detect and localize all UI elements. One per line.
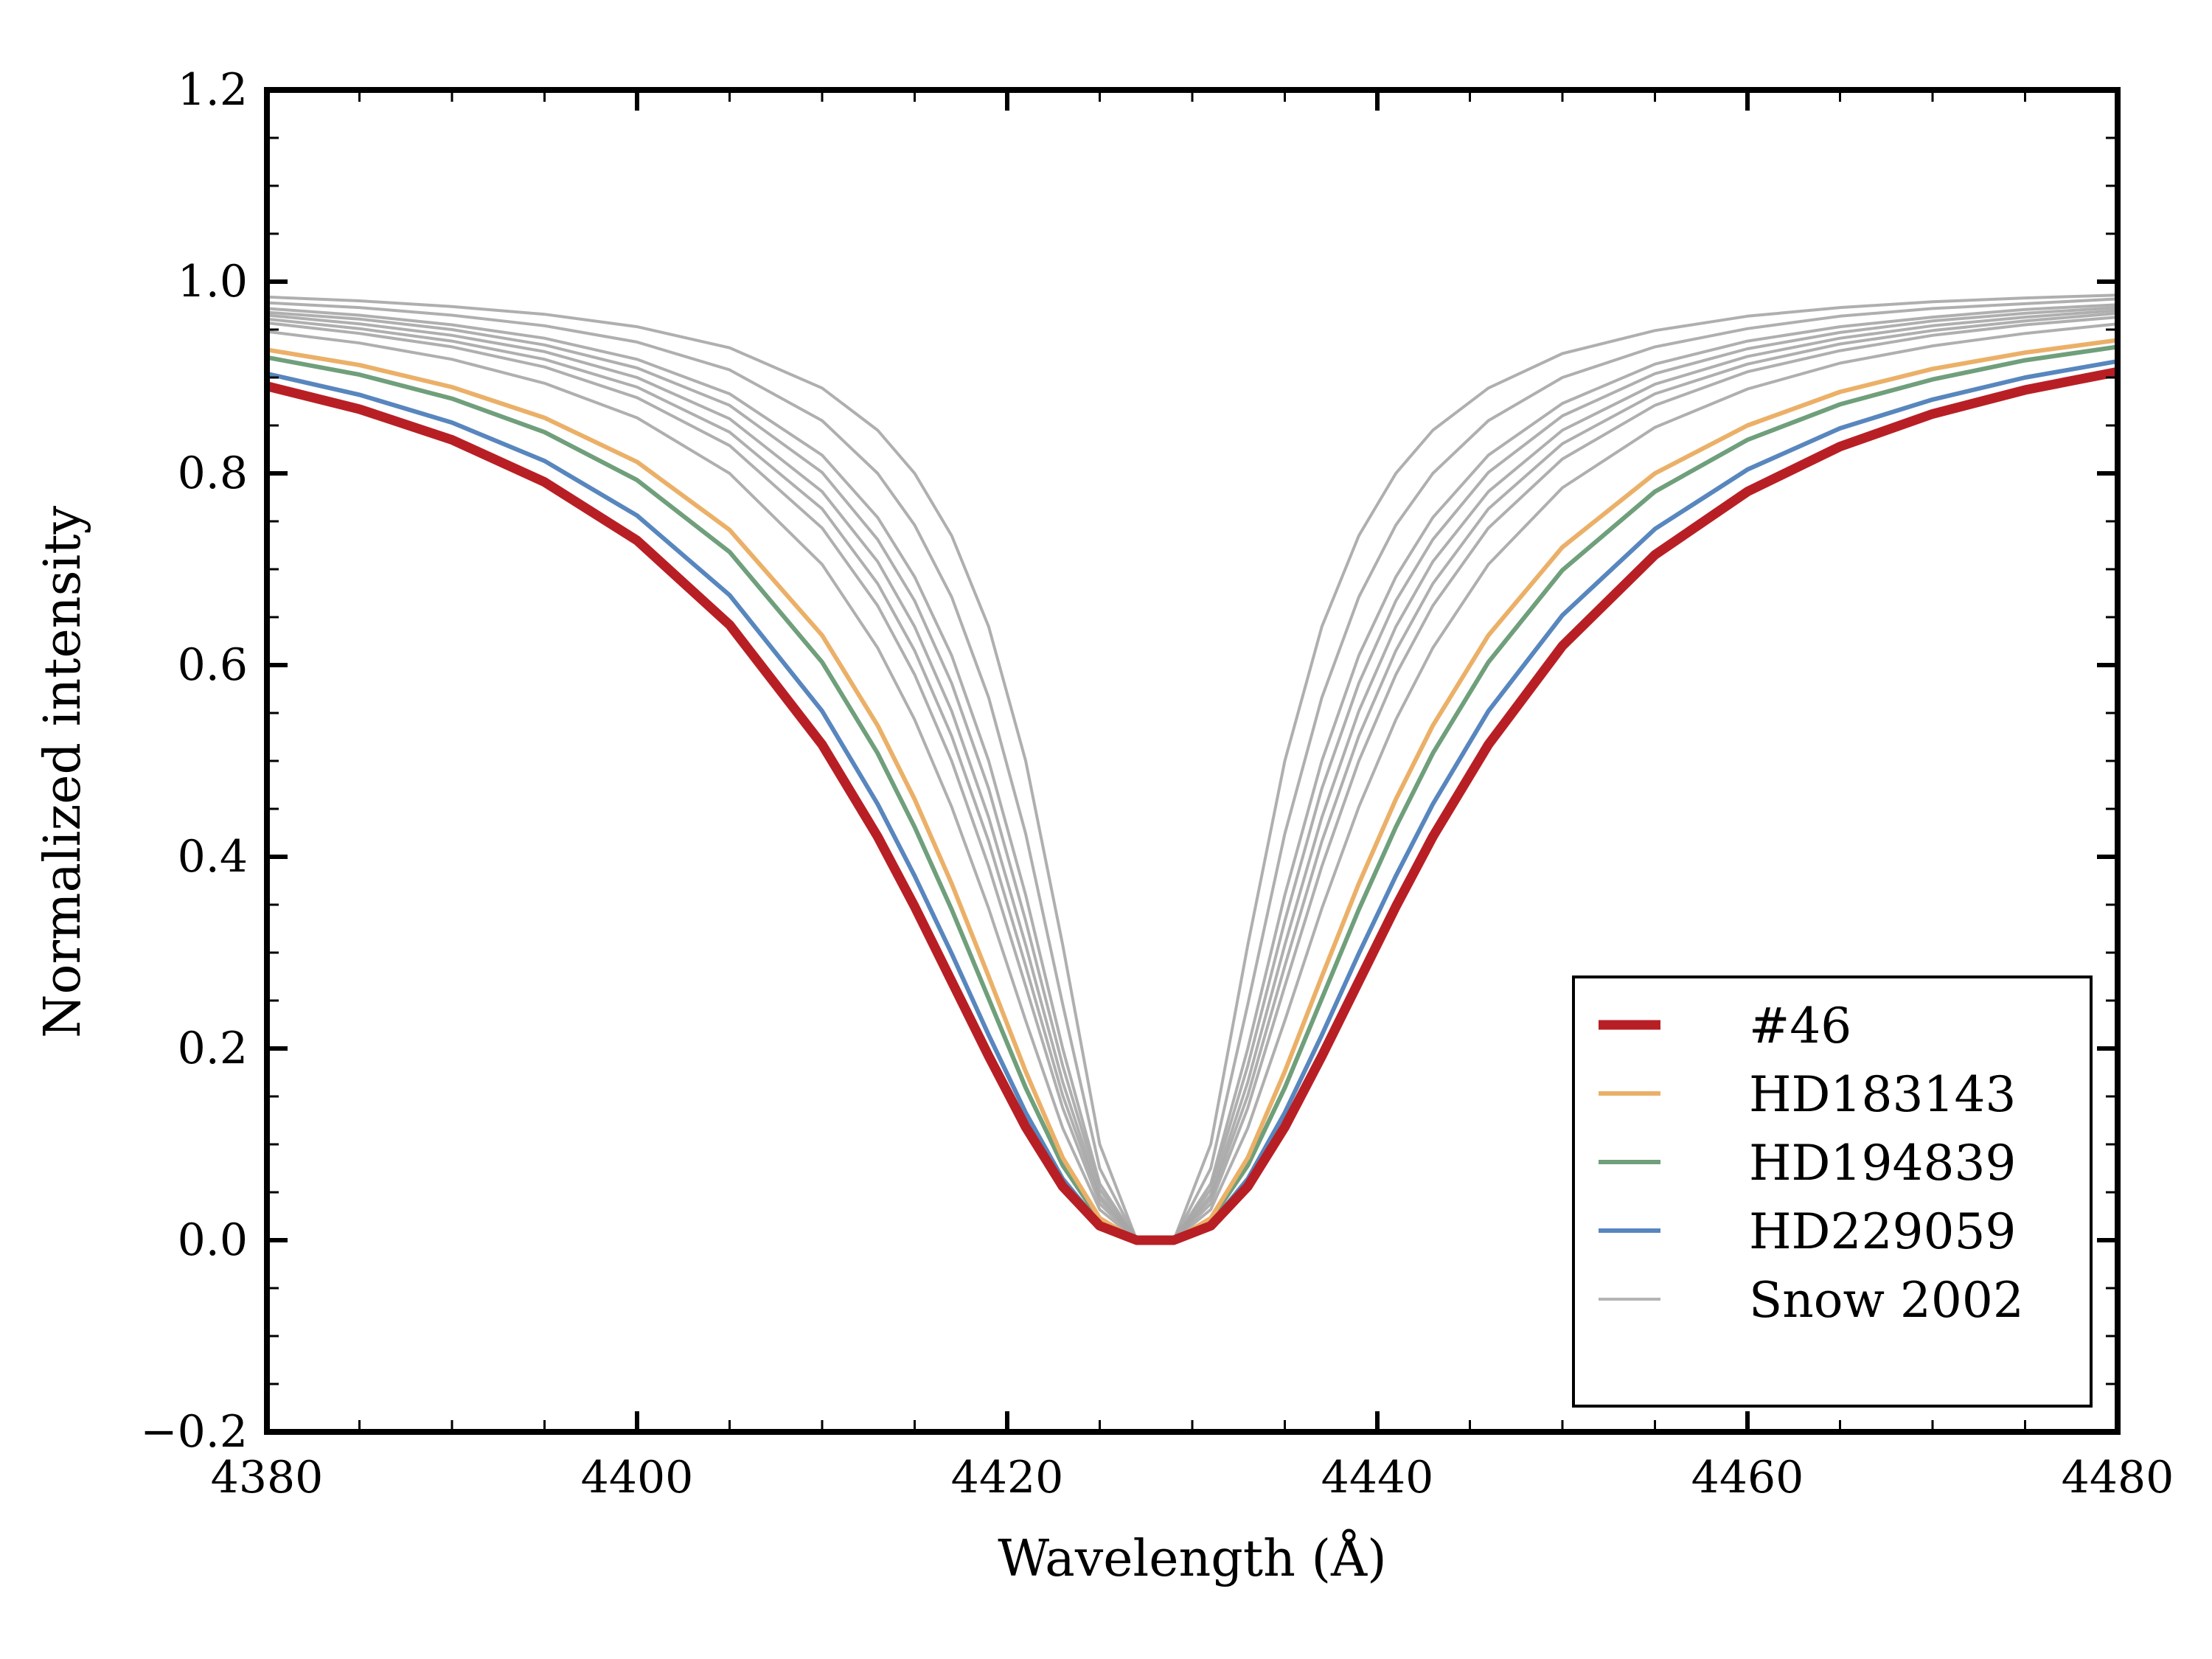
legend: #46 HD183143 HD194839 HD229059 Snow 2002 (1572, 975, 2093, 1408)
legend-label: HD229059 (1749, 1203, 2016, 1260)
x-tick-labels: 4380 4400 4420 4440 4460 4480 (211, 1452, 2174, 1503)
x-tick-label: 4380 (211, 1452, 324, 1503)
y-tick-label: −0.2 (140, 1406, 248, 1458)
y-axis-label: Normalized intensity (34, 505, 92, 1038)
y-tick-label: 1.2 (178, 64, 248, 116)
legend-box (1572, 975, 2093, 1408)
plot-lines (265, 293, 2119, 1245)
y-tick-labels: −0.2 0.0 0.2 0.4 0.6 0.8 1.0 1.2 (140, 64, 248, 1458)
legend-item: HD229059 (1599, 1203, 2016, 1260)
x-tick-label: 4440 (1321, 1452, 1434, 1503)
legend-item: HD194839 (1599, 1135, 2016, 1192)
y-tick-label: 0.2 (178, 1023, 248, 1074)
y-tick-label: 0.6 (178, 639, 248, 691)
y-tick-label: 0.0 (178, 1214, 248, 1266)
x-tick-label: 4420 (951, 1452, 1064, 1503)
x-axis-label: Wavelength (Å) (998, 1529, 1386, 1588)
legend-label: HD183143 (1749, 1066, 2016, 1123)
y-tick-label: 0.8 (178, 448, 248, 499)
series-line-46 (265, 366, 2119, 1245)
x-tick-label: 4460 (1691, 1452, 1804, 1503)
legend-label: HD194839 (1749, 1135, 2016, 1192)
y-tick-label: 0.4 (178, 831, 248, 883)
legend-item: HD183143 (1599, 1066, 2016, 1123)
legend-label: #46 (1749, 998, 1851, 1054)
y-tick-label: 1.0 (178, 256, 248, 307)
x-tick-label: 4400 (581, 1452, 694, 1503)
legend-item: #46 (1599, 998, 1851, 1054)
x-tick-label: 4480 (2062, 1452, 2174, 1503)
legend-label: Snow 2002 (1749, 1272, 2024, 1329)
legend-item: Snow 2002 (1599, 1272, 2024, 1329)
plot-frame (264, 87, 2121, 1435)
